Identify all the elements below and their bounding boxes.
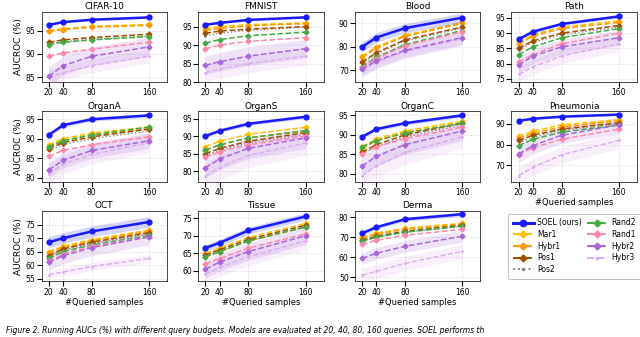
X-axis label: #Queried samples: #Queried samples — [535, 198, 613, 207]
X-axis label: #Queried samples: #Queried samples — [221, 298, 300, 307]
Title: Blood: Blood — [404, 2, 430, 11]
Title: Pneumonia: Pneumonia — [549, 102, 600, 111]
Title: OrganC: OrganC — [401, 102, 435, 111]
Y-axis label: AUCROC (%): AUCROC (%) — [14, 118, 23, 175]
Title: OrganA: OrganA — [88, 102, 121, 111]
Title: OCT: OCT — [95, 202, 113, 210]
Y-axis label: AUCROC (%): AUCROC (%) — [14, 19, 23, 75]
Title: Path: Path — [564, 2, 584, 11]
X-axis label: #Queried samples: #Queried samples — [378, 298, 457, 307]
Title: CIFAR-10: CIFAR-10 — [84, 2, 124, 11]
Title: FMNIST: FMNIST — [244, 2, 278, 11]
X-axis label: #Queried samples: #Queried samples — [65, 298, 143, 307]
Title: Derma: Derma — [403, 202, 433, 210]
Text: Figure 2. Running AUCs (%) with different query budgets. Models are evaluated at: Figure 2. Running AUCs (%) with differen… — [6, 326, 484, 335]
Legend: SOEL (ours), Mar1, Hybr1, Pos1, Pos2, Rand2, Rand1, Hybr2, Hybr3: SOEL (ours), Mar1, Hybr1, Pos1, Pos2, Ra… — [508, 214, 640, 279]
Y-axis label: AUCROC (%): AUCROC (%) — [14, 218, 23, 275]
Title: Tissue: Tissue — [246, 202, 275, 210]
Title: OrganS: OrganS — [244, 102, 278, 111]
